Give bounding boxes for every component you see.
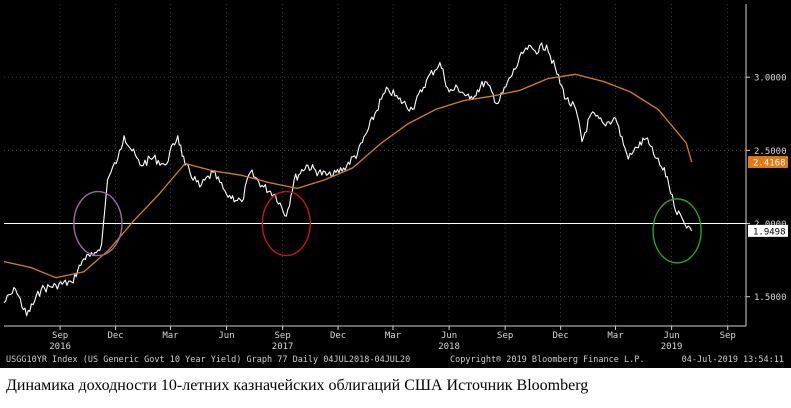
ma-last-value-tag-bg	[748, 156, 788, 169]
x-month-label: Mar	[607, 331, 624, 341]
x-month-label: Sep	[274, 331, 290, 341]
x-month-label: Sep	[720, 331, 736, 341]
x-month-label: Dec	[330, 331, 346, 341]
x-year-label: 2018	[438, 342, 460, 352]
x-year-label: 2019	[661, 342, 683, 352]
x-month-label: Dec	[553, 331, 569, 341]
x-month-label: Sep	[52, 331, 68, 341]
green-circle-annotation	[652, 198, 702, 264]
x-year-label: 2017	[272, 342, 294, 352]
x-year-label: 2016	[49, 342, 71, 352]
x-month-label: Mar	[162, 331, 179, 341]
purple-circle-annotation	[73, 190, 123, 257]
x-month-label: Dec	[107, 331, 123, 341]
x-month-label: Mar	[385, 331, 402, 341]
timestamp-text: 04-Jul-2019 13:54:11	[682, 355, 784, 365]
price-last-value-tag-bg	[748, 224, 788, 237]
moving-average-line	[3, 73, 693, 279]
price-last-value-tag: 1.9498	[753, 227, 786, 237]
y-tick-label: 2.5000	[754, 147, 787, 157]
copyright-text: Copyright® 2019 Bloomberg Finance L.P.	[450, 355, 644, 365]
x-month-label: Sep	[497, 331, 513, 341]
y-tick-label: 3.0000	[754, 74, 787, 84]
index-description: USGG10YR Index (US Generic Govt 10 Year …	[6, 355, 410, 365]
price-series-line	[3, 42, 693, 317]
ma-last-value-tag: 2.4168	[753, 159, 786, 169]
y-tick-label: 1.5000	[754, 293, 787, 303]
x-month-label: Jun	[663, 331, 679, 341]
figure-caption: Динамика доходности 10-летних казначейск…	[6, 377, 589, 394]
x-month-label: Jun	[218, 331, 234, 341]
x-month-label: Jun	[441, 331, 457, 341]
red-circle-annotation	[261, 190, 311, 257]
